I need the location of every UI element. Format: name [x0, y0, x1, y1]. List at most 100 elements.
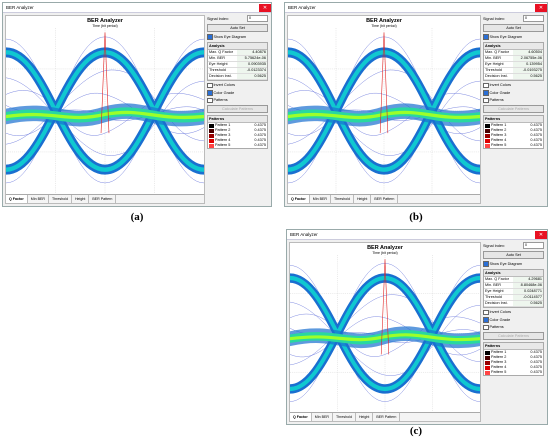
patterns-checkbox[interactable]: Patterns: [207, 97, 268, 103]
pattern-value: 0.4375: [530, 360, 542, 364]
signal-index-input[interactable]: 0: [247, 15, 268, 22]
analysis-row: Eye Height 0.139954: [484, 61, 543, 68]
analysis-row: Min. BER 2.06755e-06: [484, 55, 543, 62]
pattern-swatch: [485, 128, 490, 133]
tab[interactable]: BER Pattern: [89, 195, 117, 203]
plot-area: BER Analyzer Time (bit period) Q Factor M…: [289, 242, 481, 422]
pattern-swatch: [485, 133, 490, 138]
signal-index-label: Signal Index:: [483, 16, 505, 21]
auto-set-button[interactable]: Auto Set: [483, 24, 544, 32]
plot-area: BER Analyzer Time (bit period) Q Factor M…: [5, 15, 205, 204]
color-grade-checkbox[interactable]: Color Grade: [207, 90, 268, 96]
tab-bar: Q Factor Min BER Threshold Height BER Patter…: [290, 412, 480, 421]
analysis-row: Decision Inst. 0.5625: [484, 73, 543, 80]
pattern-swatch: [209, 133, 214, 138]
tab[interactable]: Min BER: [28, 195, 49, 203]
pattern-value: 0.4375: [530, 350, 542, 354]
tab[interactable]: Threshold: [333, 413, 356, 421]
tab[interactable]: Threshold: [331, 195, 354, 203]
pattern-swatch: [485, 123, 490, 128]
auto-set-button[interactable]: Auto Set: [483, 251, 544, 259]
close-button[interactable]: ✕: [535, 3, 547, 12]
tab[interactable]: Height: [356, 413, 374, 421]
metric-name: Min. BER: [485, 282, 502, 287]
metric-name: Threshold: [485, 67, 502, 72]
color-grade-checkbox[interactable]: Color Grade: [483, 317, 544, 323]
pattern-row: Pattern 4 0.4375: [484, 138, 543, 143]
checkbox[interactable]: [483, 90, 489, 96]
analysis-row: Threshold -0.0123374: [208, 67, 267, 74]
pattern-row: Pattern 2 0.4375: [208, 128, 267, 133]
pattern-swatch: [485, 360, 490, 365]
window-body: BER Analyzer Time (bit period) Q Factor M…: [3, 13, 271, 206]
metric-value: -0.0123374: [237, 67, 267, 73]
pattern-name: Pattern 5: [491, 143, 507, 147]
checkbox[interactable]: [483, 97, 489, 103]
patterns-group: Patterns Pattern 1 0.4375 Pattern 2 0.4375 Pa…: [207, 115, 268, 149]
tab[interactable]: BER Pattern: [371, 195, 399, 203]
pattern-value: 0.4375: [530, 355, 542, 359]
checkbox[interactable]: [483, 34, 489, 40]
checkbox[interactable]: [483, 309, 489, 315]
pattern-row: Pattern 5 0.4375: [484, 143, 543, 148]
show-eye-checkbox[interactable]: Show Eye Diagram: [483, 261, 544, 267]
signal-index-input[interactable]: 0: [523, 242, 544, 249]
eye-diagram: [290, 255, 480, 412]
checkbox[interactable]: [483, 261, 489, 267]
analysis-group: Analysis Max. Q Factor 4.29681 Min. BER 8.80…: [483, 268, 544, 308]
checkbox[interactable]: [207, 90, 213, 96]
pattern-row: Pattern 3 0.4375: [484, 133, 543, 138]
tab[interactable]: Min BER: [312, 413, 333, 421]
patterns-checkbox[interactable]: Patterns: [483, 97, 544, 103]
pattern-value: 0.4375: [530, 133, 542, 137]
analysis-row: Decision Inst. 0.5625: [484, 300, 543, 307]
checkbox[interactable]: [483, 317, 489, 323]
invert-colors-checkbox[interactable]: Invert Colors: [207, 82, 268, 88]
tab[interactable]: Q Factor: [288, 195, 310, 203]
tab[interactable]: Height: [72, 195, 90, 203]
patterns-checkbox[interactable]: Patterns: [483, 324, 544, 330]
analysis-row: Min. BER 5.75624e-06: [208, 55, 267, 62]
analysis-group: Analysis Max. Q Factor 4.60504 Min. BER 2.06…: [483, 41, 544, 81]
checkbox[interactable]: [483, 324, 489, 330]
signal-index-input[interactable]: 0: [523, 15, 544, 22]
pattern-row: Pattern 3 0.4375: [208, 133, 267, 138]
calculate-button[interactable]: Calculate Patterns: [207, 105, 268, 113]
pattern-row: Pattern 4 0.4375: [484, 365, 543, 370]
x-axis-title: Time (bit period): [92, 24, 118, 28]
checkbox[interactable]: [207, 34, 213, 40]
show-eye-checkbox[interactable]: Show Eye Diagram: [207, 34, 268, 40]
checkbox-label: Invert Colors: [213, 83, 236, 88]
show-eye-checkbox[interactable]: Show Eye Diagram: [483, 34, 544, 40]
checkbox[interactable]: [207, 82, 213, 88]
tab[interactable]: Height: [354, 195, 372, 203]
checkbox[interactable]: [207, 97, 213, 103]
metric-name: Min. BER: [485, 55, 502, 60]
color-grade-checkbox[interactable]: Color Grade: [483, 90, 544, 96]
eye-diagram: [6, 28, 204, 194]
pattern-name: Pattern 1: [491, 123, 507, 127]
analysis-row: Max. Q Factor 4.60504: [484, 49, 543, 56]
calculate-button[interactable]: Calculate Patterns: [483, 105, 544, 113]
x-axis-title: Time (bit period): [372, 251, 398, 255]
metric-name: Decision Inst.: [485, 300, 508, 305]
pattern-row: Pattern 1 0.4375: [208, 123, 267, 128]
pattern-name: Pattern 3: [491, 360, 507, 364]
tab[interactable]: Threshold: [49, 195, 72, 203]
checkbox[interactable]: [483, 82, 489, 88]
analysis-row: Max. Q Factor 4.40876: [208, 49, 267, 56]
close-button[interactable]: ✕: [259, 3, 271, 12]
close-button[interactable]: ✕: [535, 230, 547, 239]
tab[interactable]: Q Factor: [6, 195, 28, 203]
metric-name: Max. Q Factor: [485, 276, 510, 281]
auto-set-button[interactable]: Auto Set: [207, 24, 268, 32]
invert-colors-checkbox[interactable]: Invert Colors: [483, 309, 544, 315]
pattern-value: 0.4375: [254, 133, 266, 137]
metric-name: Max. Q Factor: [485, 49, 510, 54]
invert-colors-checkbox[interactable]: Invert Colors: [483, 82, 544, 88]
tab[interactable]: Min BER: [310, 195, 331, 203]
tab[interactable]: Q Factor: [290, 413, 312, 421]
tab[interactable]: BER Pattern: [373, 413, 401, 421]
calculate-button[interactable]: Calculate Patterns: [483, 332, 544, 340]
pattern-name: Pattern 3: [215, 133, 231, 137]
